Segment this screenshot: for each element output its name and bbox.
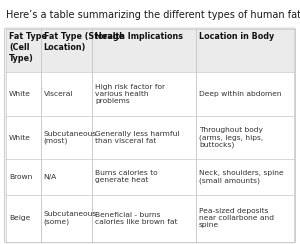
Text: White: White <box>9 134 31 141</box>
Bar <box>196 116 294 159</box>
Bar <box>40 159 92 195</box>
Bar <box>6 72 40 116</box>
Text: High risk factor for
various health
problems: High risk factor for various health prob… <box>95 84 165 104</box>
Text: Fat Type
(Cell
Type): Fat Type (Cell Type) <box>9 32 47 63</box>
Bar <box>92 195 196 242</box>
Bar <box>6 116 40 159</box>
Text: Fat Type (Storage
Location): Fat Type (Storage Location) <box>44 32 124 52</box>
Text: Subcutaneous
(some): Subcutaneous (some) <box>44 211 97 225</box>
Text: Deep within abdomen: Deep within abdomen <box>199 91 282 97</box>
Bar <box>92 116 196 159</box>
Bar <box>40 72 92 116</box>
Bar <box>40 29 92 72</box>
Bar <box>6 29 40 72</box>
Text: Beneficial - burns
calories like brown fat: Beneficial - burns calories like brown f… <box>95 212 178 225</box>
Bar <box>196 195 294 242</box>
Text: Location in Body: Location in Body <box>199 32 274 41</box>
Bar <box>6 159 40 195</box>
Text: Health Implications: Health Implications <box>95 32 183 41</box>
Text: Here’s a table summarizing the different types of human fat:: Here’s a table summarizing the different… <box>6 10 300 20</box>
Text: N/A: N/A <box>44 174 57 180</box>
Bar <box>196 159 294 195</box>
Text: Generally less harmful
than visceral fat: Generally less harmful than visceral fat <box>95 131 180 144</box>
Bar <box>40 195 92 242</box>
Bar <box>92 72 196 116</box>
Text: Pea-sized deposits
near collarbone and
spine: Pea-sized deposits near collarbone and s… <box>199 208 274 228</box>
Bar <box>92 159 196 195</box>
Text: Throughout body
(arms, legs, hips,
buttocks): Throughout body (arms, legs, hips, butto… <box>199 127 263 148</box>
Text: Brown: Brown <box>9 174 32 180</box>
Bar <box>40 116 92 159</box>
Text: Beige: Beige <box>9 215 30 221</box>
Bar <box>196 72 294 116</box>
Text: Burns calories to
generate heat: Burns calories to generate heat <box>95 170 158 183</box>
Text: Subcutaneous
(most): Subcutaneous (most) <box>44 131 97 144</box>
Bar <box>6 195 40 242</box>
Bar <box>196 29 294 72</box>
Text: Neck, shoulders, spine
(small amounts): Neck, shoulders, spine (small amounts) <box>199 170 284 184</box>
Text: White: White <box>9 91 31 97</box>
Text: Visceral: Visceral <box>44 91 73 97</box>
Bar <box>92 29 196 72</box>
FancyBboxPatch shape <box>4 28 296 243</box>
